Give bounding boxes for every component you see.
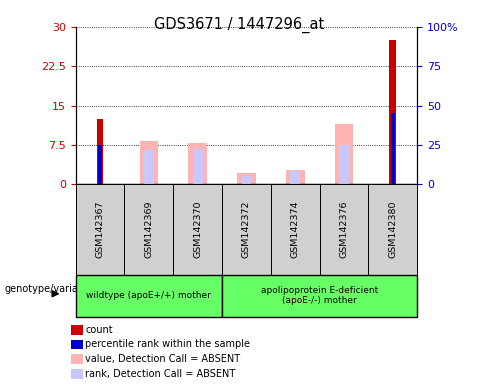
Text: GSM142374: GSM142374 xyxy=(291,201,300,258)
Text: value, Detection Call = ABSENT: value, Detection Call = ABSENT xyxy=(85,354,241,364)
Bar xyxy=(98,145,102,184)
Bar xyxy=(389,40,396,184)
Text: GSM142376: GSM142376 xyxy=(340,201,348,258)
Bar xyxy=(286,170,305,184)
Text: GDS3671 / 1447296_at: GDS3671 / 1447296_at xyxy=(154,17,324,33)
Bar xyxy=(140,141,158,184)
Bar xyxy=(237,173,256,184)
Text: GSM142370: GSM142370 xyxy=(193,201,202,258)
Bar xyxy=(242,177,251,184)
Text: GSM142380: GSM142380 xyxy=(388,201,397,258)
Text: GSM142372: GSM142372 xyxy=(242,201,251,258)
Text: GSM142369: GSM142369 xyxy=(144,201,153,258)
Text: apolipoprotein E-deficient
(apoE-/-) mother: apolipoprotein E-deficient (apoE-/-) mot… xyxy=(261,286,378,305)
Bar xyxy=(335,124,353,184)
Bar xyxy=(97,119,103,184)
Text: GSM142367: GSM142367 xyxy=(96,201,104,258)
Bar xyxy=(193,149,203,184)
Bar xyxy=(144,150,154,184)
Text: genotype/variation: genotype/variation xyxy=(5,284,98,294)
Bar xyxy=(188,143,207,184)
Text: rank, Detection Call = ABSENT: rank, Detection Call = ABSENT xyxy=(85,369,236,379)
Bar xyxy=(391,114,395,184)
Text: percentile rank within the sample: percentile rank within the sample xyxy=(85,339,250,349)
Bar xyxy=(290,171,300,184)
Text: wildtype (apoE+/+) mother: wildtype (apoE+/+) mother xyxy=(86,291,211,300)
Bar xyxy=(339,145,349,184)
Text: count: count xyxy=(85,325,113,335)
